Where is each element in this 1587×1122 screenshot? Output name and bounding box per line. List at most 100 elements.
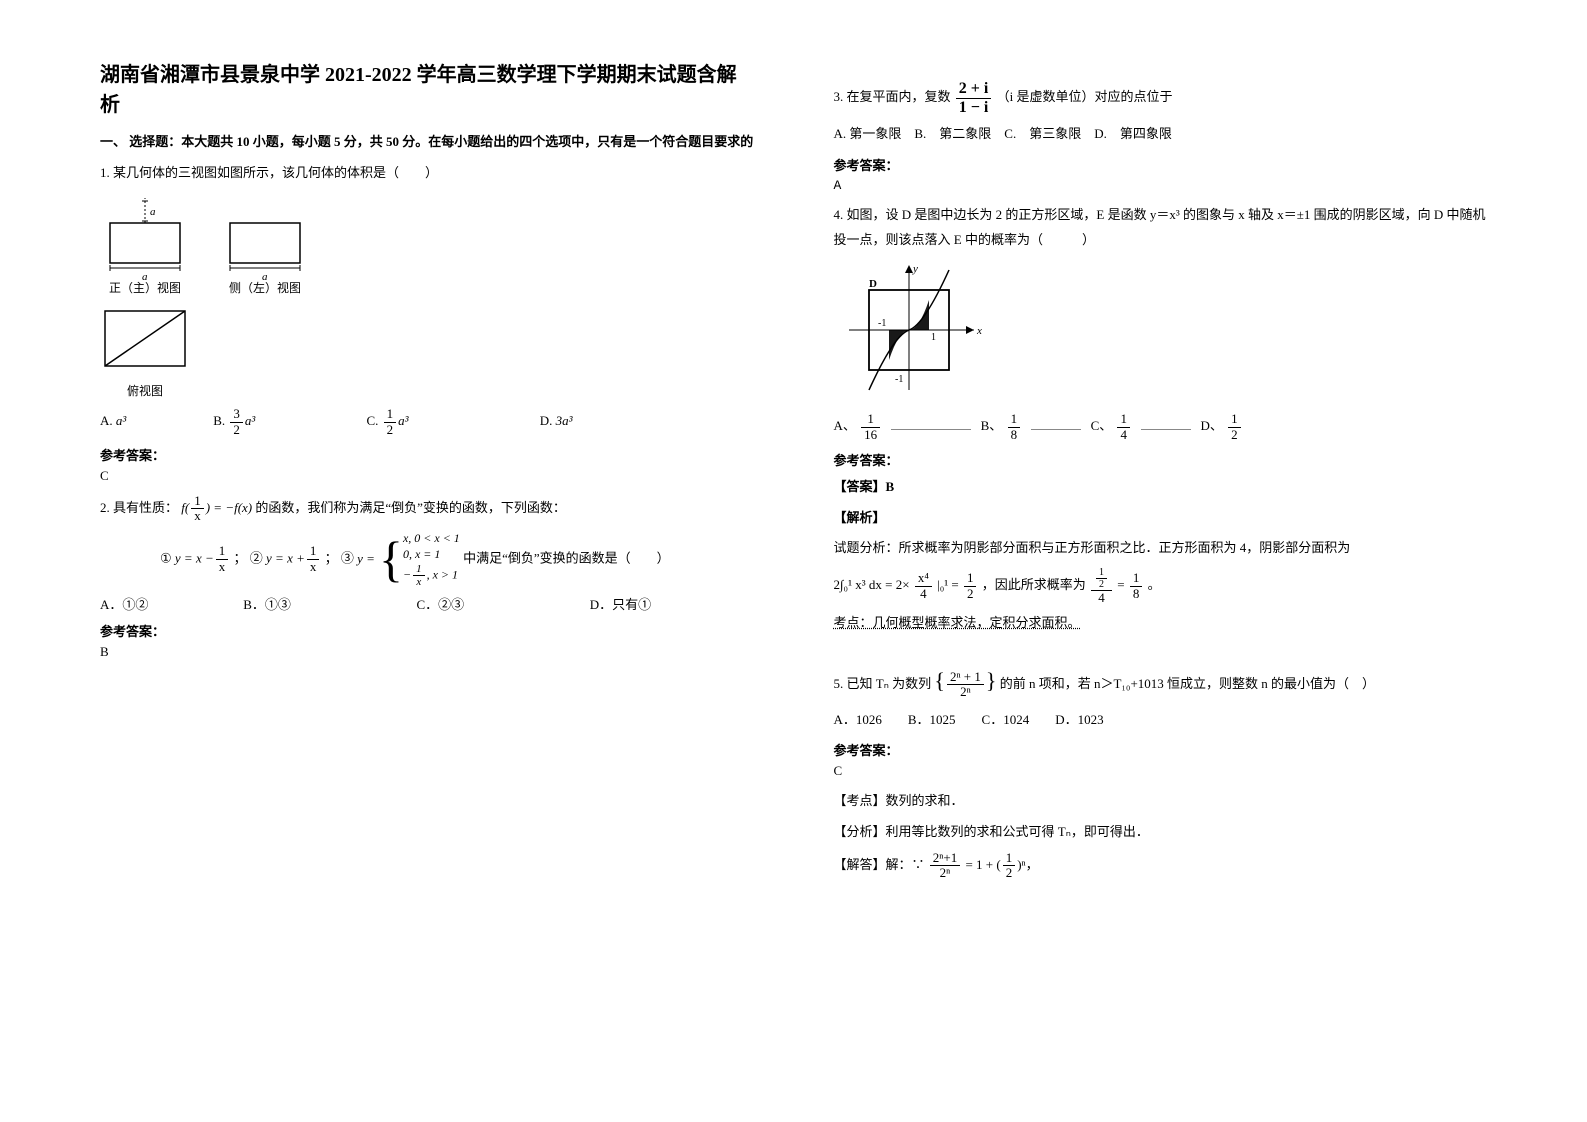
q2-ob: B．①③ xyxy=(243,594,413,613)
q5-ta: 5. 已知 Tₙ 为数列 xyxy=(834,676,932,691)
q4-oc: C、 xyxy=(1091,415,1113,434)
q4-options: A、 116 B、 18 C、 14 D、 12 xyxy=(834,412,1488,442)
q4-ird: 2 xyxy=(964,587,977,601)
q4-integral: 2∫₀¹ x³ dx = 2× x⁴4 |₀¹ = 12 ，因此所求概率为 12… xyxy=(834,567,1488,605)
q1-ans-label: 参考答案： xyxy=(100,445,754,464)
q5-ans: C xyxy=(834,763,1488,779)
q3-tb: （i 是虚数单位）对应的点位于 xyxy=(997,89,1173,104)
q2-od: D．只有① xyxy=(590,594,651,613)
q5-rd: 2 xyxy=(1003,866,1016,880)
q5-ld: 2ⁿ xyxy=(930,866,960,880)
q1-b-num: 3 xyxy=(230,407,243,422)
q4-prn: 1 xyxy=(1130,571,1143,586)
svg-text:y: y xyxy=(912,263,918,275)
q4-ans-head: 【答案】B xyxy=(834,475,1488,500)
front-view-svg: a a xyxy=(100,193,190,273)
q3-n: 2 + i xyxy=(956,80,992,99)
q1-c-tail: a³ xyxy=(398,413,408,429)
q4-ib: |₀¹ = xyxy=(937,577,959,592)
q2-oa: A．①② xyxy=(100,594,240,613)
q4-figure: D -1 1 -1 x y xyxy=(834,260,1488,404)
q3-ta: 3. 在复平面内，复数 xyxy=(834,89,951,104)
q2-ans-label: 参考答案： xyxy=(100,621,754,640)
q2-y1-n: 1 xyxy=(216,544,229,559)
q2-pl2: 0, x = 1 xyxy=(403,546,460,563)
q4-dd: 2 xyxy=(1228,428,1241,442)
doc-title: 湖南省湘潭市县景泉中学 2021-2022 学年高三数学理下学期期末试题含解析 xyxy=(100,60,754,120)
q1-three-views: a a 正（主）视图 a 侧（左）视图 xyxy=(100,193,754,399)
q2-prop-l: f( xyxy=(181,500,189,515)
q4-topic: 考点：几何概型概率求法，定积分求面积。 xyxy=(834,611,1488,636)
q2-pl3n: 1 xyxy=(413,563,425,576)
q4-cd: 4 xyxy=(1117,428,1130,442)
q1-options: A. a³ B. 32a³ C. 12a³ D. 3a³ xyxy=(100,407,754,437)
top-view-label: 俯视图 xyxy=(100,382,190,399)
q4-ob: B、 xyxy=(981,415,1003,434)
q4-negy: -1 xyxy=(895,374,903,385)
q2-y2-l: y = x + xyxy=(266,550,305,565)
q2-pf-n: 1 xyxy=(191,494,204,509)
q2-functions: ① y = x −1x ； ② y = x +1x ； ③ y = { x, 0… xyxy=(100,530,754,589)
q5-ans-label: 参考答案： xyxy=(834,740,1488,759)
q3-ans: A xyxy=(834,178,1488,193)
q5-m: = 1 + ( xyxy=(965,857,1000,872)
q5-text: 5. 已知 Tₙ 为数列 {2ⁿ + 12ⁿ} 的前 n 项和，若 n＞T₁₀+… xyxy=(834,660,1488,702)
q1-c-num: 1 xyxy=(384,407,397,422)
q2-oc: C．②③ xyxy=(417,594,587,613)
q4-ptn: 1 xyxy=(1096,567,1107,579)
q2-pf-d: x xyxy=(191,509,204,523)
q1-d-val: 3a³ xyxy=(556,413,573,429)
q1-optA: A. xyxy=(100,413,113,429)
q5-c: ， xyxy=(1026,857,1039,872)
q2-y2-d: x xyxy=(307,560,320,574)
left-column: 湖南省湘潭市县景泉中学 2021-2022 学年高三数学理下学期期末试题含解析 … xyxy=(100,60,754,886)
q4-od: D、 xyxy=(1200,415,1222,434)
q4-an: 1 xyxy=(861,412,880,427)
q2-c1: ① xyxy=(160,550,172,565)
q3-opts: A. 第一象限 B. 第二象限 C. 第三象限 D. 第四象限 xyxy=(834,122,1488,147)
q4-pe: = xyxy=(1117,577,1124,592)
q5-sd: 2ⁿ xyxy=(947,685,984,699)
q1-ans: C xyxy=(100,468,754,484)
q2-pl3a: − xyxy=(403,568,411,582)
q2-text: 2. 具有性质： f(1x) = −f(x) 的函数，我们称为满足“倒负”变换的… xyxy=(100,494,754,524)
q4-il: 2∫₀¹ x³ dx = 2× xyxy=(834,577,910,592)
q4-ad: 16 xyxy=(861,428,880,442)
q5-ln: 2ⁿ+1 xyxy=(930,851,960,866)
dim-a-1: a xyxy=(150,206,156,218)
q4-D-label: D xyxy=(869,278,877,290)
q4-pb: 4 xyxy=(1091,591,1112,605)
q4-ptd: 2 xyxy=(1096,579,1107,590)
q5-opts: A．1026 B．1025 C．1024 D．1023 xyxy=(834,708,1488,733)
q4-id: 4 xyxy=(915,587,932,601)
q4-per: 。 xyxy=(1148,577,1161,592)
q3-ans-label: 参考答案： xyxy=(834,155,1488,174)
q2-y1-l: y = x − xyxy=(175,550,214,565)
q5-jda: 【解答】解：∵ xyxy=(834,857,925,872)
q5-rn: 1 xyxy=(1003,851,1016,866)
q4-exp-head: 【解析】 xyxy=(834,506,1488,531)
q2-text-a: 2. 具有性质： xyxy=(100,500,178,515)
q4-prd: 8 xyxy=(1130,587,1143,601)
q4-text: 4. 如图，设 D 是图中边长为 2 的正方形区域，E 是函数 y＝x³ 的图象… xyxy=(834,203,1488,252)
q5-jd: 【解答】解：∵ 2ⁿ+12ⁿ = 1 + (12)ⁿ， xyxy=(834,851,1488,881)
section-1-heading: 一、 选择题：本大题共 10 小题，每小题 5 分，共 50 分。在每小题给出的… xyxy=(100,132,754,153)
q5-sn: 2ⁿ + 1 xyxy=(947,670,984,685)
q2-s2: ； xyxy=(325,550,338,565)
q2-s1: ； xyxy=(234,550,247,565)
q4-exp1: 试题分析：所求概率为阴影部分面积与正方形面积之比．正方形面积为 4，阴影部分面积… xyxy=(834,536,1488,561)
q2-y2-n: 1 xyxy=(307,544,320,559)
q2-pl1: x, 0 < x < 1 xyxy=(403,530,460,547)
q2-ph: y = xyxy=(357,547,375,572)
q5-t: )ⁿ xyxy=(1017,857,1025,872)
q4-dn: 1 xyxy=(1228,412,1241,427)
q2-c2: ② xyxy=(250,550,263,565)
svg-text:x: x xyxy=(976,325,982,337)
q2-prop-r: ) = −f(x) xyxy=(206,500,252,515)
q1-a-val: a³ xyxy=(116,413,126,429)
q2-options: A．①② B．①③ C．②③ D．只有① xyxy=(100,594,754,613)
q5-kd: 【考点】数列的求和． xyxy=(834,789,1488,814)
q4-irn: 1 xyxy=(964,571,977,586)
right-column: 3. 在复平面内，复数 2 + i1 − i （i 是虚数单位）对应的点位于 A… xyxy=(834,60,1488,886)
q4-oa: A、 xyxy=(834,415,856,434)
